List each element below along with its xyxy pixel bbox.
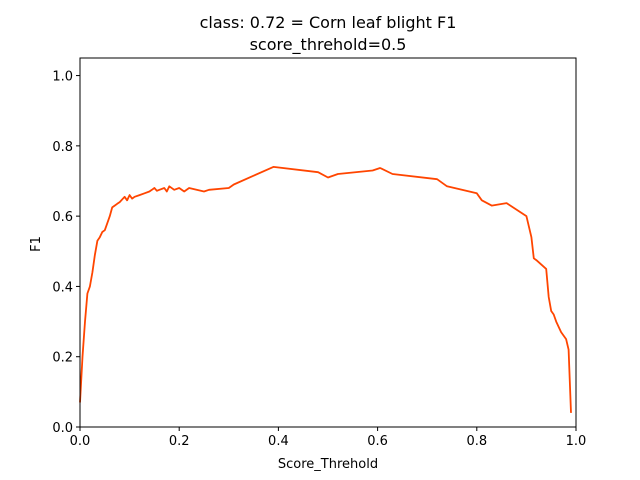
chart-title: class: 0.72 = Corn leaf blight F1 [200,13,457,32]
y-tick-label: 0.6 [52,210,73,225]
axes-frame [79,57,577,428]
y-tick-label: 1.0 [52,70,73,85]
chart-subtitle: score_threhold=0.5 [250,35,407,55]
y-tick-label: 0.0 [52,421,73,436]
x-tick-label: 0.4 [268,434,289,449]
x-tick-label: 1.0 [566,434,587,449]
y-axis-label: F1 [29,236,44,252]
y-tick-label: 0.4 [52,280,73,295]
x-tick-label: 0.6 [367,434,388,449]
y-tick-label: 0.8 [52,140,73,155]
x-tick-label: 0.8 [466,434,487,449]
plot-area: 0.0 0.2 0.4 0.6 0.8 1.0 0.0 0.2 0.4 0.6 0.8 1.0 [52,57,587,449]
x-tick-label: 0.0 [70,434,91,449]
y-tick-label: 0.2 [52,351,73,366]
f1-curve [79,165,572,413]
x-axis-label: Score_Threhold [278,457,378,472]
x-tick-label: 0.2 [169,434,190,449]
